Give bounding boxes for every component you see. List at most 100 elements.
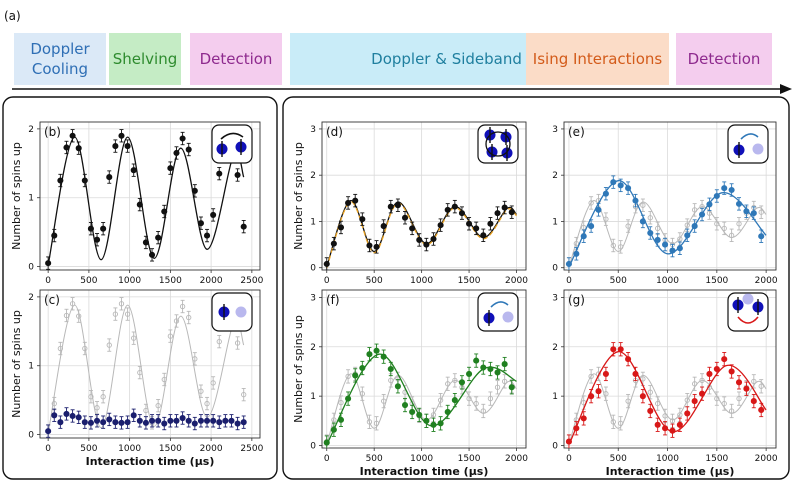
reference-data-point [94,405,100,411]
reference-data-point [112,311,119,317]
data-point [130,167,137,174]
data-point [401,401,409,409]
data-point [75,145,82,152]
data-point [203,232,211,239]
x-tick-label: 1500 [159,276,182,286]
y-tick-label: 2 [28,293,34,303]
y-tick-label: 0 [28,263,34,273]
y-tick-label: 2 [310,343,316,353]
x-tick-label: 500 [610,454,627,464]
x-tick-label: 2000 [755,454,778,464]
reference-data-point [179,303,186,310]
ring-exchange-icon [477,124,519,164]
data-point [676,421,683,428]
reference-data-point [216,338,222,345]
reference-data-point [76,313,82,319]
single-spin-icon [211,292,253,332]
data-point [639,393,646,400]
x-tick-label: 0 [45,276,51,286]
data-point [698,211,706,218]
sequence-step-label: Detection [200,50,273,68]
x-tick-label: 1500 [458,454,481,464]
data-point [366,242,373,249]
data-point [75,414,82,421]
reference-data-point [669,418,676,424]
fit-curve [47,136,245,266]
x-tick-label: 1000 [656,276,679,286]
data-point [669,427,676,434]
reference-data-point [487,395,494,402]
x-tick-label: 500 [366,454,383,464]
plot-frame [39,289,261,439]
y-tick-label: 3 [552,125,558,135]
data-point [508,209,515,216]
data-point [51,232,58,239]
plot-area [565,342,767,448]
data-point [473,357,480,364]
plot-frame [563,121,777,271]
reference-data-point [345,373,351,380]
data-point [93,236,101,243]
sequence-step [526,33,669,85]
sequence-step-label: Detection [688,50,761,68]
reference-data-point [192,356,198,362]
reference-data-point [736,395,742,402]
x-tick-label: 2000 [200,444,223,454]
data-point [480,232,487,239]
reference-data-point [331,417,337,423]
x-tick-label: 2000 [200,276,223,286]
data-point [234,420,241,427]
data-point [480,364,487,371]
reference-data-point [618,244,624,250]
data-point [632,370,639,377]
spin-dot [235,306,247,318]
data-point [203,417,211,424]
reference-data-point [603,216,609,222]
reference-data-point [198,388,204,394]
reference-data-point [640,202,646,208]
data-point [69,132,76,139]
data-point [713,192,720,200]
data-point [595,206,602,213]
reference-data-point [625,398,631,404]
reference-data-point [728,232,735,238]
data-point [161,208,168,215]
data-point [130,412,137,419]
data-point [565,260,572,268]
reference-data-point [684,222,690,228]
data-point [691,223,698,230]
reference-data-point [655,400,661,407]
reference-data-point [692,207,698,213]
data-point [735,200,743,207]
time-arrow-head [780,84,792,94]
reference-data-point [366,419,373,425]
y-tick-label: 2 [552,343,558,353]
data-point [444,206,451,213]
sequence-step [109,33,181,85]
panel-label: (f) [326,293,340,307]
plot-frame [563,289,777,449]
sequence-step [676,33,772,85]
data-point [602,370,609,377]
y-tick-label: 3 [310,125,316,135]
ring-exchange-arrow [485,131,511,157]
y-tick-label: 2 [28,125,34,135]
data-point [487,365,494,373]
data-point [359,364,366,372]
plot-area [323,343,517,448]
data-point [654,421,661,428]
reference-data-point [131,335,137,341]
reference-data-point [210,380,216,386]
data-point [625,185,632,192]
data-point [234,171,241,179]
data-point [366,351,373,358]
spin-dot [502,311,514,323]
data-point [669,247,676,254]
data-point [352,372,359,379]
data-point [758,233,765,240]
data-point [179,414,186,422]
data-point [494,210,501,217]
data-point [191,187,198,194]
x-tick-label: 1000 [656,454,679,464]
